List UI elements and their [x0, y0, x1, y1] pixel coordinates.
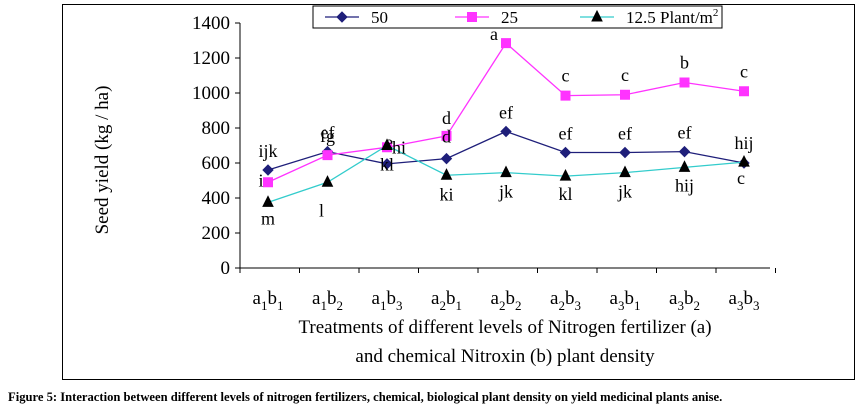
x-category-label: a1b2 [312, 288, 343, 313]
legend-marker-0 [336, 11, 348, 23]
data-point-s1 [560, 90, 571, 101]
significance-label-s2: kl [380, 155, 394, 175]
significance-label-s0: ef [559, 124, 573, 144]
legend-marker-2 [591, 9, 603, 22]
legend-box [312, 5, 723, 29]
line-chart: 0 200 400 600 800 1000 1200 1400 a1b1 a1b2 a1b3 a2b… [92, 5, 776, 367]
significance-label-s2: ki [439, 184, 453, 204]
data-point-s2 [559, 169, 572, 181]
significance-label-s0: ijk [258, 141, 277, 161]
significance-label-s0: ef [678, 123, 692, 143]
significance-label-s1: c [562, 66, 570, 86]
data-point-s2 [738, 155, 750, 167]
significance-label-s0: ef [321, 123, 335, 143]
y-tick-label: 0 [221, 258, 231, 279]
x-axis-title-line1: Treatments of different levels of Nitrog… [298, 317, 711, 338]
significance-label-s2: hij [675, 175, 694, 195]
data-point-s1 [441, 130, 452, 141]
data-point-s0 [381, 158, 393, 170]
significance-label-s1: b [680, 53, 689, 73]
significance-label-s2: c [737, 168, 745, 188]
significance-label-s1: i [258, 170, 263, 190]
legend-label-0: 50 [371, 8, 388, 27]
data-point-s1 [322, 150, 333, 161]
x-category-label: a3b3 [729, 288, 760, 313]
series-line-0 [267, 130, 745, 171]
significance-label-s1: fg [320, 126, 335, 146]
significance-label-s2: m [261, 208, 275, 228]
data-point-s0 [500, 125, 512, 138]
data-point-s1 [263, 177, 273, 188]
y-tick-label: 800 [202, 118, 231, 139]
figure-caption: Figure 5: Interaction between different … [8, 390, 723, 404]
x-category-label: a1b3 [372, 288, 403, 313]
data-point-s0 [678, 145, 691, 158]
x-axis-title-line2: and chemical Nitroxin (b) plant density [355, 346, 655, 367]
x-category-label: a2b3 [550, 288, 581, 313]
y-axis-title: Seed yield (kg / ha) [92, 86, 113, 235]
y-tick-label: 600 [202, 153, 231, 174]
y-tick-label: 400 [202, 188, 231, 209]
legend-label-1: 25 [501, 8, 518, 27]
x-category-label: a3b1 [610, 288, 641, 313]
y-tick-label: 200 [202, 223, 231, 244]
data-point-s2 [500, 165, 512, 178]
data-point-s1 [501, 38, 511, 49]
significance-label-s0: ef [499, 103, 513, 123]
data-point-s2 [440, 168, 453, 180]
significance-label-s0: ef [618, 124, 632, 144]
significance-label-s0: e [385, 132, 393, 152]
y-tick-label: 1200 [192, 48, 230, 69]
significance-label-s1: c [740, 61, 748, 81]
legend-marker-1 [467, 12, 477, 22]
significance-label-s0: hij [734, 133, 753, 153]
significance-label-s2: kl [558, 184, 572, 204]
significance-label-s0: d [442, 127, 451, 147]
x-category-label: a2b1 [431, 288, 462, 313]
data-point-s1 [739, 86, 749, 97]
x-category-label: a1b1 [253, 288, 284, 313]
significance-label-s1: a [490, 24, 498, 44]
legend-label-2: 12.5 Plant/m2 [626, 7, 718, 27]
data-point-s2 [381, 138, 393, 150]
y-tick-label: 1400 [192, 13, 230, 34]
x-category-label: a3b2 [669, 288, 700, 313]
significance-label-s1: d [442, 108, 451, 128]
significance-label-s1: hi [392, 137, 406, 157]
x-category-label: a2b2 [491, 288, 522, 313]
data-point-s2 [262, 195, 274, 207]
data-point-s1 [620, 89, 630, 100]
significance-label-s2: l [319, 200, 324, 220]
data-point-s0 [559, 146, 572, 159]
y-tick-label: 1000 [192, 83, 230, 104]
data-point-s2 [321, 175, 334, 187]
chart-frame [62, 4, 855, 380]
significance-label-s2: jk [498, 182, 513, 202]
data-point-s0 [262, 164, 274, 176]
data-point-s0 [440, 152, 453, 165]
data-point-s2 [619, 165, 631, 178]
significance-label-s1: c [621, 65, 629, 85]
significance-label-s2: jk [617, 182, 632, 202]
data-point-s0 [619, 146, 631, 159]
data-point-s1 [679, 77, 690, 88]
data-point-s2 [678, 160, 691, 172]
